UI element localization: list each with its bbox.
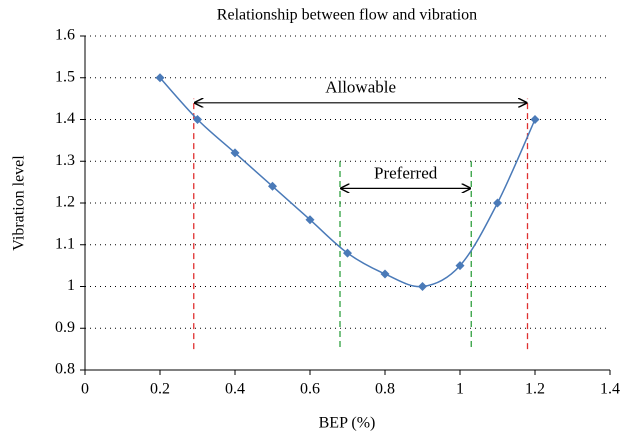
x-tick-label: 1.2 — [525, 381, 545, 398]
data-point — [305, 215, 315, 225]
data-point — [343, 248, 352, 258]
x-tick-label: 1 — [456, 381, 464, 398]
chart-title: Relationship between flow and vibration — [217, 7, 477, 24]
x-tick-label: 0.6 — [300, 381, 320, 398]
data-point — [380, 269, 390, 279]
x-tick-label: 1.4 — [600, 381, 620, 398]
data-point — [268, 181, 277, 191]
x-tick-label: 0.4 — [225, 381, 245, 398]
x-tick-label: 0 — [81, 381, 89, 398]
y-tick-label: 1.6 — [55, 27, 75, 44]
data-point — [418, 282, 427, 291]
y-tick-label: 1 — [67, 277, 75, 294]
y-tick-label: 0.9 — [55, 319, 75, 336]
y-tick-label: 1.3 — [55, 152, 75, 169]
y-tick-label: 1.4 — [55, 110, 75, 127]
x-tick-label: 0.8 — [375, 381, 395, 398]
x-tick-label: 0.2 — [150, 381, 170, 398]
data-point — [230, 148, 240, 158]
y-tick-label: 0.8 — [55, 361, 75, 378]
y-axis-label: Vibration level — [11, 155, 28, 251]
data-point — [193, 115, 202, 124]
data-point — [155, 73, 165, 83]
y-tick-label: 1.5 — [55, 68, 75, 85]
data-point — [493, 198, 502, 208]
y-tick-label: 1.1 — [55, 235, 75, 252]
annotation-label: Preferred — [374, 163, 438, 182]
x-axis-label: BEP (%) — [319, 415, 376, 432]
y-tick-label: 1.2 — [55, 194, 75, 211]
data-point — [530, 115, 540, 124]
annotation-label: Allowable — [325, 78, 396, 97]
data-point — [455, 261, 465, 271]
